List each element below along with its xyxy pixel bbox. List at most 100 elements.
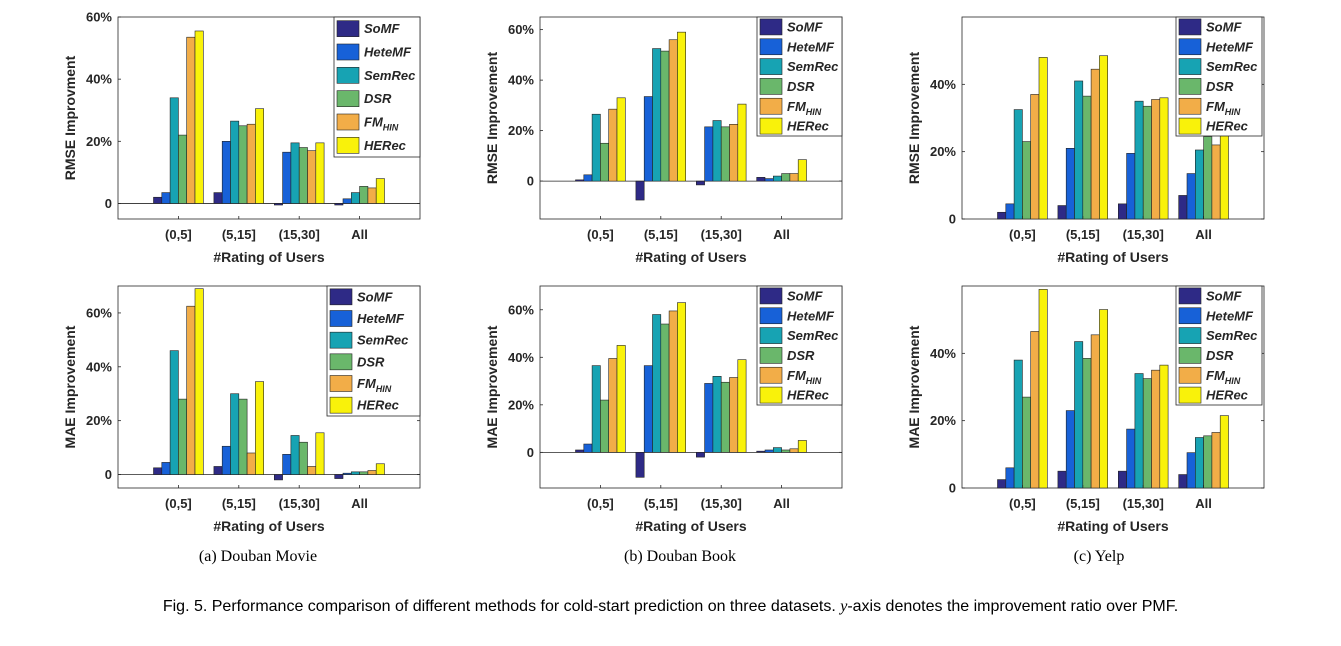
legend-box bbox=[1175, 16, 1263, 137]
y-axis-label: RMSE Improvement bbox=[484, 52, 500, 185]
bar-somf bbox=[997, 479, 1007, 489]
bar-semrec bbox=[1013, 359, 1023, 489]
bar-somf bbox=[695, 452, 705, 458]
bar-fm-hin bbox=[1211, 432, 1221, 489]
legend-label: SemRec bbox=[364, 68, 416, 83]
legend-box bbox=[756, 16, 843, 137]
legend-label: HERec bbox=[1206, 119, 1249, 134]
legend-swatch bbox=[336, 137, 360, 154]
legend-swatch bbox=[329, 288, 353, 306]
bar-dsr bbox=[1022, 141, 1032, 220]
legend: SoMF HeteMF SemRec DSR FMHIN HERec bbox=[756, 16, 843, 137]
legend-label: SemRec bbox=[1206, 328, 1258, 343]
bar-dsr bbox=[781, 449, 791, 453]
figure-caption-suffix: -axis denotes the improvement ratio over… bbox=[847, 598, 1179, 615]
legend-label: HeteMF bbox=[357, 311, 405, 326]
bar-semrec bbox=[591, 365, 601, 453]
legend-label-text: DSR bbox=[1206, 348, 1234, 363]
bar-fm-hin bbox=[1211, 144, 1221, 220]
legend-label-text: SemRec bbox=[787, 328, 839, 343]
legend-swatch bbox=[329, 331, 353, 349]
bar-hetemf bbox=[161, 192, 171, 204]
legend-swatch bbox=[1178, 347, 1202, 364]
bar-fm-hin bbox=[729, 377, 739, 453]
legend-label: HERec bbox=[787, 119, 830, 134]
bar-dsr bbox=[1082, 95, 1092, 220]
bar-herec bbox=[677, 31, 687, 182]
legend-swatch bbox=[1178, 97, 1202, 115]
y-tick-label: 60% bbox=[86, 10, 112, 25]
bar-fm-hin bbox=[367, 187, 377, 204]
legend-label-text: HERec bbox=[1206, 119, 1249, 134]
x-axis-label: #Rating of Users bbox=[213, 249, 324, 265]
bar-semrec bbox=[712, 120, 722, 182]
bar-hetemf bbox=[1186, 173, 1196, 220]
legend-label-text: SoMF bbox=[787, 288, 823, 303]
y-tick-label: 40% bbox=[508, 350, 534, 365]
legend-swatch bbox=[759, 78, 783, 95]
bar-somf bbox=[695, 180, 705, 186]
x-tick-label: All bbox=[773, 496, 790, 511]
bar-somf bbox=[997, 211, 1007, 220]
bar-somf bbox=[1057, 205, 1067, 220]
legend-box bbox=[326, 285, 421, 417]
bar-dsr bbox=[781, 173, 791, 182]
bar-hetemf bbox=[221, 445, 231, 475]
bar-dsr bbox=[1142, 105, 1152, 220]
legend-label: FMHIN bbox=[1206, 368, 1241, 386]
y-axis-label: MAE Improvement bbox=[62, 325, 78, 448]
bar-semrec bbox=[1013, 109, 1023, 220]
x-tick-label: (0,5] bbox=[587, 227, 614, 242]
legend: SoMF HeteMF SemRec DSR FMHIN HERec bbox=[756, 285, 843, 406]
legend-label: HeteMF bbox=[1206, 39, 1254, 54]
bar-herec bbox=[375, 178, 385, 204]
legend-swatch bbox=[1178, 117, 1202, 135]
bar-fm-hin bbox=[668, 310, 678, 453]
bar-hetemf bbox=[704, 383, 714, 453]
bar-herec bbox=[315, 432, 325, 475]
x-tick-label: (15,30] bbox=[1123, 227, 1164, 242]
legend-swatch bbox=[1178, 287, 1202, 305]
x-tick-label: (5,15] bbox=[1066, 496, 1100, 511]
legend-label-text: FM bbox=[364, 115, 384, 130]
legend-swatch bbox=[329, 396, 353, 414]
legend-label-text: FM bbox=[357, 376, 377, 391]
legend-label: SemRec bbox=[787, 328, 839, 343]
legend-swatch bbox=[759, 307, 783, 325]
legend-label-text: SoMF bbox=[787, 19, 823, 34]
legend-label-text: SemRec bbox=[364, 68, 416, 83]
chart-panel-6: 0 20% 40% (0,5] (5,15] (15,30] All #Rating of U… bbox=[906, 285, 1265, 534]
bar-hetemf bbox=[1186, 452, 1196, 489]
bar-fm-hin bbox=[668, 39, 678, 182]
legend-swatch bbox=[759, 366, 783, 384]
legend-label-text: FM bbox=[1206, 99, 1226, 114]
legend-label-text: HeteMF bbox=[787, 39, 835, 54]
x-tick-label: (15,30] bbox=[701, 496, 742, 511]
bar-hetemf bbox=[1005, 467, 1015, 489]
legend-label-text: HeteMF bbox=[364, 45, 412, 60]
caption-c: (c) Yelp bbox=[1073, 548, 1125, 565]
x-axis-label: #Rating of Users bbox=[635, 249, 746, 265]
legend-label: HERec bbox=[787, 388, 830, 403]
bar-semrec bbox=[1134, 373, 1144, 489]
bar-fm-hin bbox=[246, 123, 256, 204]
legend-swatch bbox=[336, 113, 360, 131]
bar-hetemf bbox=[342, 198, 352, 204]
x-tick-label: (5,15] bbox=[1066, 227, 1100, 242]
bar-fm-hin bbox=[307, 150, 317, 204]
bar-dsr bbox=[178, 398, 187, 475]
bar-fm-hin bbox=[608, 358, 618, 453]
legend-swatch bbox=[759, 18, 783, 36]
legend-label: HeteMF bbox=[364, 45, 412, 60]
legend-box bbox=[333, 16, 421, 158]
bar-somf bbox=[635, 180, 645, 201]
caption-b: (b) Douban Book bbox=[624, 548, 736, 565]
bar-dsr bbox=[238, 125, 248, 204]
legend-label-text: SemRec bbox=[787, 59, 839, 74]
legend-swatch bbox=[1178, 18, 1202, 36]
bar-fm-hin bbox=[307, 466, 317, 475]
bar-fm-hin bbox=[186, 305, 196, 475]
bar-dsr bbox=[238, 398, 248, 475]
bar-dsr bbox=[1082, 358, 1092, 489]
y-tick-label: 20% bbox=[930, 144, 956, 159]
